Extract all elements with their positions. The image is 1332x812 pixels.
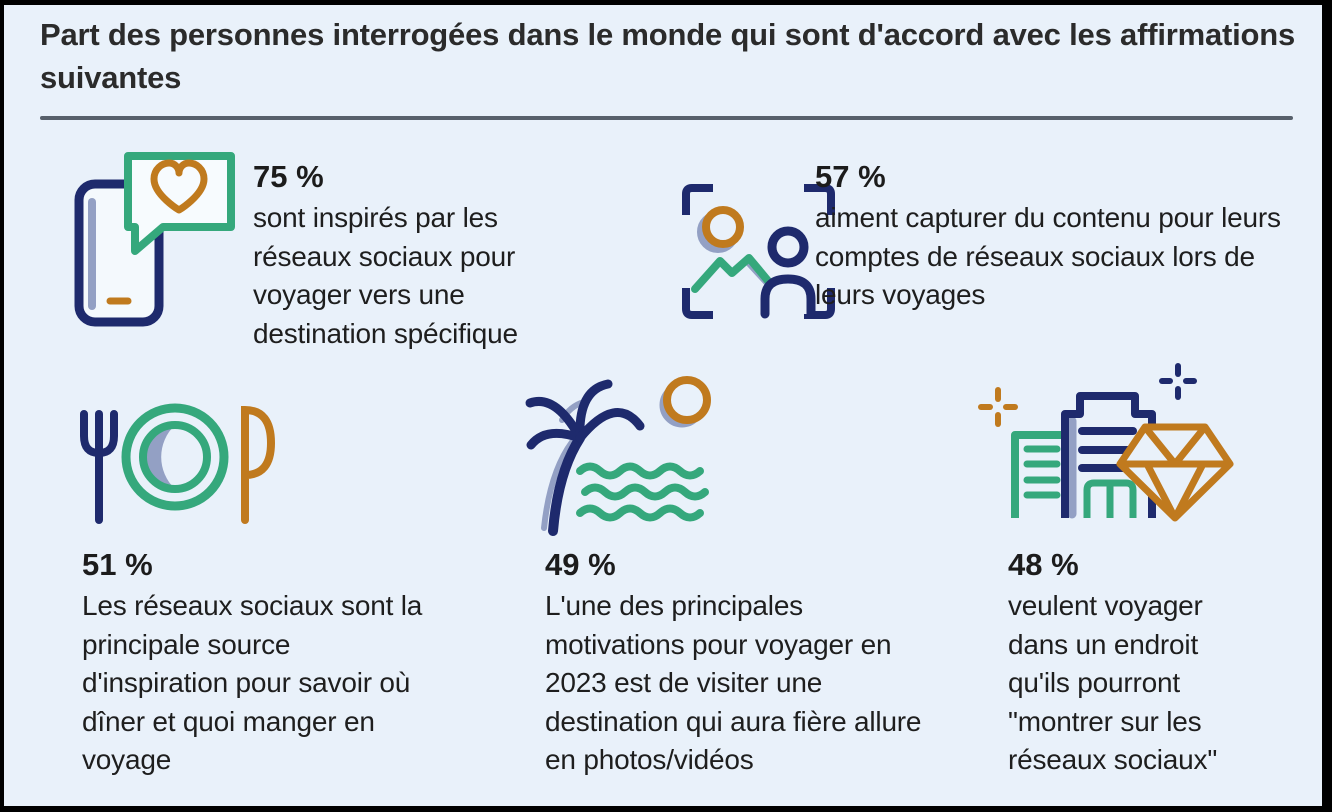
stat-text: veulent voyager dans un endroit qu'ils p… bbox=[1008, 590, 1218, 775]
stat-value: 57 % bbox=[815, 159, 886, 194]
camera-viewfinder-photo-icon bbox=[681, 183, 836, 325]
city-buildings-diamond-icon bbox=[975, 363, 1240, 522]
sparkle-orange bbox=[978, 387, 1018, 427]
infographic-canvas: Part des personnes interrogées dans le m… bbox=[4, 5, 1322, 806]
stat-card-48: 48 % veulent voyager dans un endroit qu'… bbox=[1008, 545, 1258, 780]
stat-card-51: 51 % Les réseaux sociaux sont la princip… bbox=[82, 545, 432, 780]
stat-text: sont inspirés par les réseaux sociaux po… bbox=[253, 202, 518, 349]
stat-value: 75 % bbox=[253, 159, 324, 194]
stat-value: 48 % bbox=[1008, 547, 1079, 582]
stat-value: 49 % bbox=[545, 547, 616, 582]
sparkle-navy bbox=[1159, 363, 1197, 400]
infographic-title: Part des personnes interrogées dans le m… bbox=[40, 17, 1296, 95]
palm-beach-sun-icon bbox=[525, 376, 712, 542]
stat-card-75: 75 % sont inspirés par les réseaux socia… bbox=[253, 157, 583, 353]
stat-text: L'une des principales motivations pour v… bbox=[545, 590, 922, 775]
title-divider bbox=[40, 116, 1293, 120]
stat-card-49: 49 % L'une des principales motivations p… bbox=[545, 545, 925, 780]
stat-text: Les réseaux sociaux sont la principale s… bbox=[82, 590, 423, 775]
stat-card-57: 57 % aiment capturer du contenu pour leu… bbox=[815, 157, 1295, 315]
dining-fork-plate-knife-icon bbox=[80, 398, 285, 526]
stat-value: 51 % bbox=[82, 547, 153, 582]
phone-social-like-icon bbox=[74, 150, 235, 328]
stat-text: aiment capturer du contenu pour leurs co… bbox=[815, 202, 1281, 310]
